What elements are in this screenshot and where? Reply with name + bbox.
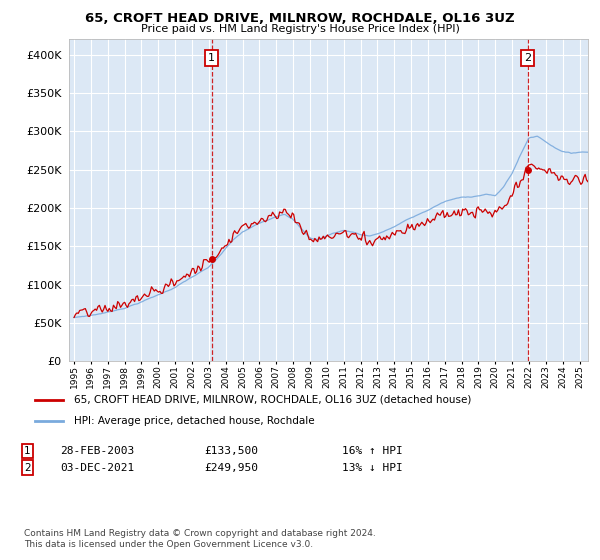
Text: 03-DEC-2021: 03-DEC-2021 xyxy=(60,463,134,473)
Text: 13% ↓ HPI: 13% ↓ HPI xyxy=(342,463,403,473)
Text: 1: 1 xyxy=(208,53,215,63)
Text: 2: 2 xyxy=(524,53,531,63)
Text: Contains HM Land Registry data © Crown copyright and database right 2024.
This d: Contains HM Land Registry data © Crown c… xyxy=(24,529,376,549)
Text: 28-FEB-2003: 28-FEB-2003 xyxy=(60,446,134,456)
Text: £249,950: £249,950 xyxy=(204,463,258,473)
Text: HPI: Average price, detached house, Rochdale: HPI: Average price, detached house, Roch… xyxy=(74,416,315,426)
Text: 65, CROFT HEAD DRIVE, MILNROW, ROCHDALE, OL16 3UZ: 65, CROFT HEAD DRIVE, MILNROW, ROCHDALE,… xyxy=(85,12,515,25)
Text: Price paid vs. HM Land Registry's House Price Index (HPI): Price paid vs. HM Land Registry's House … xyxy=(140,24,460,34)
Text: 65, CROFT HEAD DRIVE, MILNROW, ROCHDALE, OL16 3UZ (detached house): 65, CROFT HEAD DRIVE, MILNROW, ROCHDALE,… xyxy=(74,395,472,405)
Text: 1: 1 xyxy=(24,446,31,456)
Text: £133,500: £133,500 xyxy=(204,446,258,456)
Text: 2: 2 xyxy=(24,463,31,473)
Text: 16% ↑ HPI: 16% ↑ HPI xyxy=(342,446,403,456)
